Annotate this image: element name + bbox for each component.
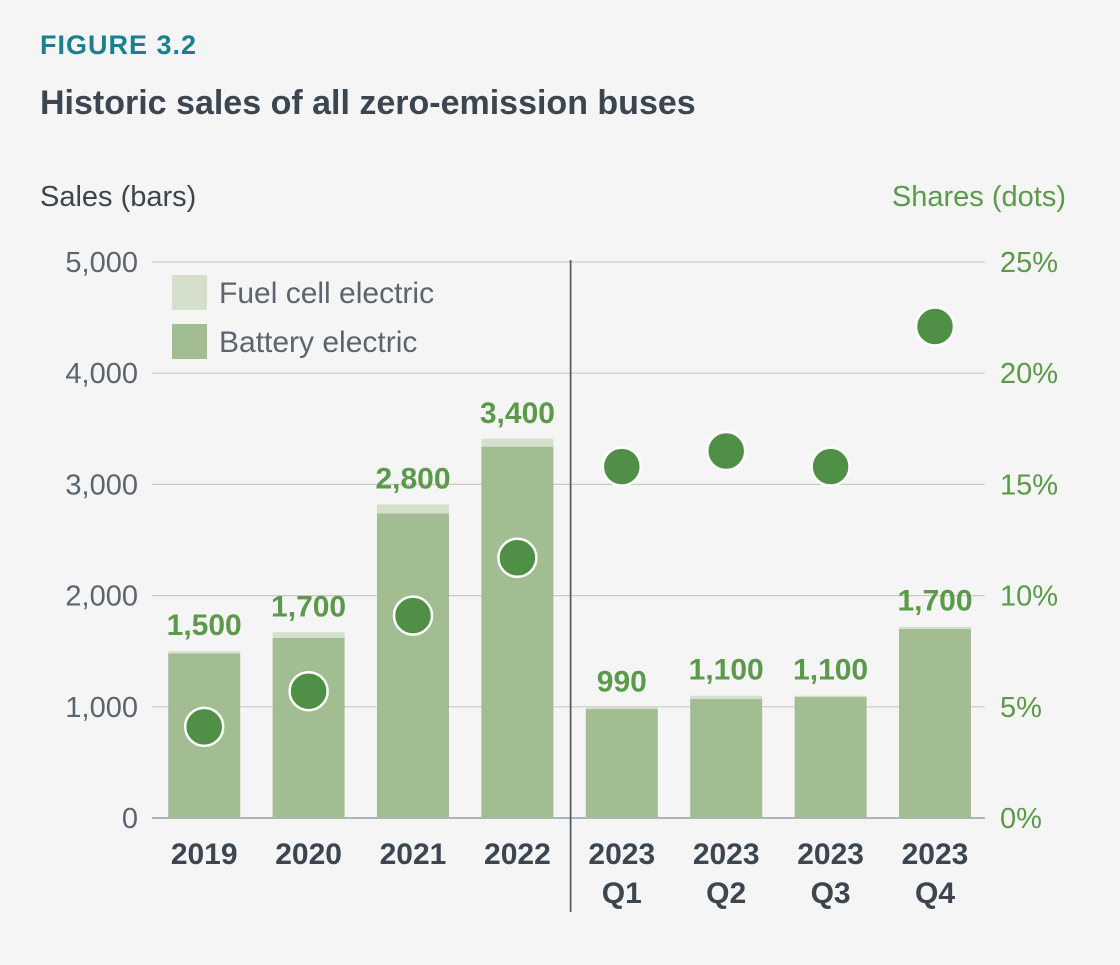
x-tick-label: 2020 bbox=[275, 838, 342, 871]
share-dot bbox=[705, 430, 747, 472]
y-tick-label: 4,000 bbox=[65, 358, 138, 390]
total-label: 1,700 bbox=[271, 590, 346, 623]
y-tick-label: 2,000 bbox=[65, 581, 138, 613]
bar-fuel-cell-electric bbox=[585, 707, 658, 710]
y2-axis-title: Shares (dots) bbox=[892, 181, 1066, 213]
y-tick-label: 3,000 bbox=[65, 469, 138, 501]
legend-swatch-battery bbox=[172, 324, 207, 359]
share-dot bbox=[810, 446, 851, 487]
bars bbox=[168, 438, 971, 818]
legend-label-fuel-cell: Fuel cell electric bbox=[219, 277, 434, 310]
y-tick-label: 1,000 bbox=[65, 692, 138, 724]
share-dot bbox=[497, 537, 538, 579]
bar-battery-electric bbox=[794, 696, 867, 818]
total-label: 1,500 bbox=[167, 609, 242, 642]
share-dot bbox=[183, 706, 225, 748]
x-tick-label: 2021 bbox=[380, 838, 447, 871]
figure-label: FIGURE 3.2 bbox=[40, 30, 198, 60]
x-tick-label: 2022 bbox=[484, 838, 551, 871]
bar-battery-electric bbox=[899, 628, 971, 818]
total-label: 1,700 bbox=[897, 585, 972, 618]
y2-tick-label: 15% bbox=[1000, 469, 1058, 501]
total-label: 1,100 bbox=[689, 654, 764, 687]
total-label: 990 bbox=[597, 665, 647, 698]
bar-fuel-cell-electric bbox=[168, 651, 241, 654]
legend-swatch-fuel-cell bbox=[172, 275, 207, 310]
y2-tick-label: 25% bbox=[1000, 247, 1058, 279]
share-dot bbox=[601, 446, 643, 487]
legend: Fuel cell electric Battery electric bbox=[172, 275, 434, 359]
share-dot bbox=[914, 306, 956, 347]
bar-fuel-cell-electric bbox=[272, 632, 345, 638]
y2-tick-label: 0% bbox=[1000, 803, 1042, 835]
x-tick-label: Q4 bbox=[915, 877, 955, 910]
bar-battery-electric bbox=[690, 699, 763, 818]
axes: 0 0% 1,000 5% 2,000 10% 3,000 15% 4,000 20% 5,000 2… bbox=[40, 181, 1066, 912]
bar-fuel-cell-electric bbox=[794, 695, 867, 697]
x-tick-label: Q3 bbox=[811, 877, 851, 910]
y2-tick-label: 5% bbox=[1000, 692, 1042, 724]
bar-fuel-cell-electric bbox=[899, 626, 971, 629]
legend-label-battery: Battery electric bbox=[219, 326, 417, 359]
bar-fuel-cell-electric bbox=[690, 695, 763, 700]
y-axis-title: Sales (bars) bbox=[40, 181, 196, 213]
chart-title: Historic sales of all zero-emission buse… bbox=[40, 84, 696, 122]
x-tick-label: 2023 bbox=[588, 838, 655, 871]
total-label: 1,100 bbox=[793, 654, 868, 687]
x-tick-label: 2023 bbox=[797, 838, 864, 871]
bar-fuel-cell-electric bbox=[481, 438, 554, 447]
total-labels: 1,500 1,700 2,800 3,400 990 1,100 1,100 1,700 bbox=[167, 397, 973, 699]
bar-battery-electric bbox=[377, 513, 449, 818]
total-label: 2,800 bbox=[375, 462, 450, 495]
share-dot bbox=[392, 595, 434, 636]
x-tick-label: Q1 bbox=[602, 877, 642, 910]
x-tick-label: 2023 bbox=[693, 838, 760, 871]
y-tick-label: 5,000 bbox=[65, 247, 138, 279]
share-dot bbox=[288, 670, 329, 712]
x-tick-label: 2019 bbox=[171, 838, 238, 871]
bar-fuel-cell-electric bbox=[377, 504, 449, 514]
y-tick-label: 0 bbox=[122, 803, 138, 835]
x-tick-label: 2023 bbox=[902, 838, 969, 871]
y2-tick-label: 10% bbox=[1000, 581, 1058, 613]
share-dots bbox=[183, 306, 956, 748]
x-tick-label: Q2 bbox=[706, 877, 746, 910]
bar-battery-electric bbox=[585, 709, 658, 818]
bar-battery-electric bbox=[272, 637, 345, 818]
total-label: 3,400 bbox=[480, 397, 555, 430]
bar-battery-electric bbox=[481, 446, 554, 818]
y2-tick-label: 20% bbox=[1000, 358, 1058, 390]
